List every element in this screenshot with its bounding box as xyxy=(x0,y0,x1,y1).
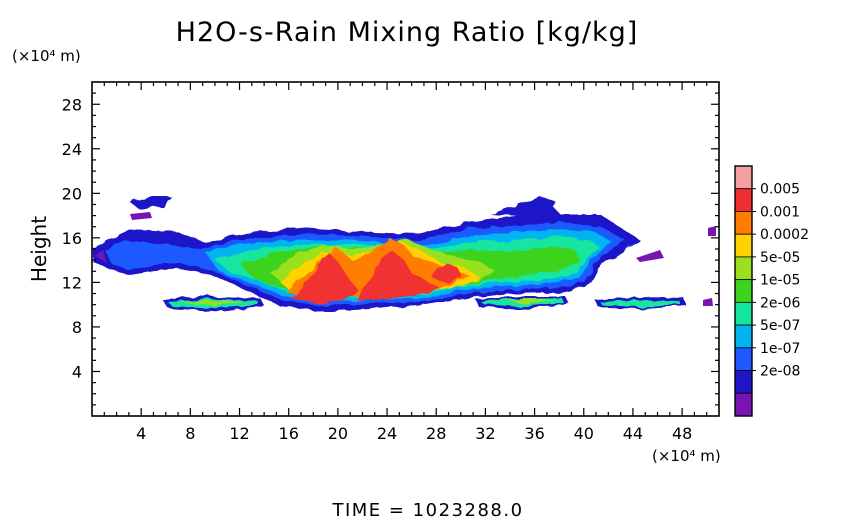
x-tick-label: 24 xyxy=(377,424,397,443)
x-tick-label: 48 xyxy=(672,424,692,443)
y-tick-labels: 4 8 12 16 20 24 28 xyxy=(62,95,82,381)
colorbar-swatch xyxy=(734,370,753,394)
x-tick-label: 40 xyxy=(574,424,594,443)
colorbar-swatch xyxy=(734,211,753,235)
colorbar-label: 2e-08 xyxy=(760,364,800,380)
y-tick-label: 28 xyxy=(62,95,82,114)
colorbar-swatch xyxy=(734,392,753,417)
lower-band-core xyxy=(180,298,555,306)
colorbar-frame xyxy=(734,165,753,417)
chart-title: H2O-s-Rain Mixing Ratio [kg/kg] xyxy=(176,17,639,48)
contour-level-9-core-a xyxy=(290,252,358,304)
y-unit-label: (×10⁴ m) xyxy=(12,47,81,65)
y-tick-label: 16 xyxy=(62,229,82,248)
colorbar-label: 0.005 xyxy=(760,182,800,198)
lower-band-inner xyxy=(168,298,680,309)
x-tick-label: 16 xyxy=(279,424,299,443)
y-axis-label: Height xyxy=(27,216,51,282)
colorbar-swatch xyxy=(734,188,753,212)
y-tick-label: 24 xyxy=(62,140,82,159)
colorbar-swatch xyxy=(734,233,753,258)
x-tick-label: 32 xyxy=(475,424,495,443)
colorbar: 0.005 0.001 0.0002 5e-05 1e-05 2e-06 5e-07 1e-0… xyxy=(734,165,809,417)
colorbar-swatch xyxy=(734,279,753,303)
time-footer: TIME = 1023288.0 xyxy=(331,500,523,519)
upper-patch-left xyxy=(130,196,172,210)
y-tick-label: 12 xyxy=(62,273,82,292)
contour-level-9-core-b xyxy=(355,250,440,300)
y-tick-label: 8 xyxy=(72,318,82,337)
colorbar-label: 5e-05 xyxy=(760,250,800,266)
upper-patch-right xyxy=(490,196,556,216)
colorbar-swatch xyxy=(734,347,753,371)
x-tick-label: 36 xyxy=(524,424,544,443)
colorbar-swatch xyxy=(734,256,753,281)
x-tick-label: 12 xyxy=(229,424,249,443)
x-unit-label: (×10⁴ m) xyxy=(652,447,721,465)
x-tick-label: 4 xyxy=(136,424,146,443)
colorbar-swatch xyxy=(734,165,753,190)
x-tick-label: 20 xyxy=(328,424,348,443)
x-tick-label: 28 xyxy=(426,424,446,443)
x-tick-label: 8 xyxy=(185,424,195,443)
colorbar-label: 5e-07 xyxy=(760,318,800,334)
colorbar-label: 1e-05 xyxy=(760,273,800,289)
y-tick-label: 4 xyxy=(72,362,82,381)
colorbar-swatch xyxy=(734,324,753,349)
colorbar-label: 1e-07 xyxy=(760,341,800,357)
colorbar-label: 0.0002 xyxy=(760,227,809,243)
colorbar-label: 2e-06 xyxy=(760,295,800,311)
x-tick-label: 44 xyxy=(623,424,643,443)
axis-ticks xyxy=(92,82,719,416)
x-tick-labels: 4 8 12 16 20 24 28 32 36 40 44 48 xyxy=(136,424,692,443)
colorbar-swatch xyxy=(734,301,753,326)
y-tick-label: 20 xyxy=(62,184,82,203)
contour-level-9-core-c xyxy=(430,262,462,284)
colorbar-label: 0.001 xyxy=(760,204,800,220)
rain-mixing-ratio-field xyxy=(93,196,716,312)
